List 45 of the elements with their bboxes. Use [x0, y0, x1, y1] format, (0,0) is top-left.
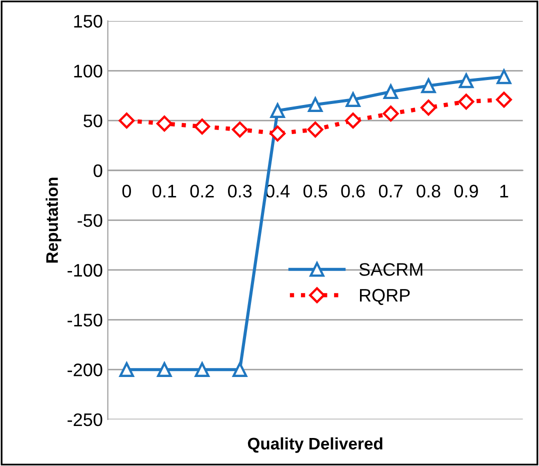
x-tick-label: 0.8 — [416, 184, 440, 198]
point — [308, 97, 323, 112]
point — [496, 69, 512, 84]
x-tick-label: 0.2 — [190, 184, 214, 198]
x-tick-label: 0 — [122, 184, 131, 198]
y-tick-label: 50 — [84, 114, 102, 128]
point — [118, 112, 135, 129]
point — [420, 100, 436, 116]
point — [307, 122, 324, 138]
x-tick-label: 0.5 — [303, 184, 328, 198]
point — [270, 103, 285, 118]
y-tick-label: -100 — [68, 264, 102, 277]
point — [194, 362, 210, 377]
point — [270, 126, 286, 142]
point — [346, 92, 360, 108]
y-tick-label: -250 — [68, 413, 102, 426]
y-axis-title: Reputation — [46, 178, 62, 263]
point — [458, 94, 474, 110]
y-tick-label: 100 — [74, 64, 102, 78]
x-axis-title: Quality Delivered — [248, 437, 382, 453]
x-tick-label: 0.6 — [341, 184, 365, 198]
point — [194, 118, 210, 135]
point — [232, 362, 248, 377]
x-tick-label: 0.7 — [378, 184, 402, 198]
point — [421, 78, 436, 94]
point — [232, 122, 248, 138]
point — [496, 92, 512, 108]
y-tick-label: 0 — [94, 164, 102, 178]
point — [157, 362, 172, 377]
point — [119, 362, 134, 377]
point — [383, 84, 398, 100]
point — [156, 116, 172, 132]
y-tick-label: 150 — [74, 14, 102, 28]
x-tick-label: 0.9 — [454, 184, 478, 198]
x-tick-label: 1 — [500, 184, 508, 198]
x-tick-label: 0.3 — [228, 184, 252, 198]
legend-label: SACRM — [359, 263, 422, 276]
x-tick-label: 0.1 — [152, 184, 176, 198]
point — [382, 106, 399, 122]
y-tick-label: -50 — [78, 214, 102, 227]
y-tick-label: -150 — [68, 314, 102, 327]
point — [458, 73, 474, 88]
point — [345, 112, 362, 129]
legend-label: RQRP — [360, 288, 410, 305]
y-tick-label: -200 — [68, 364, 102, 376]
